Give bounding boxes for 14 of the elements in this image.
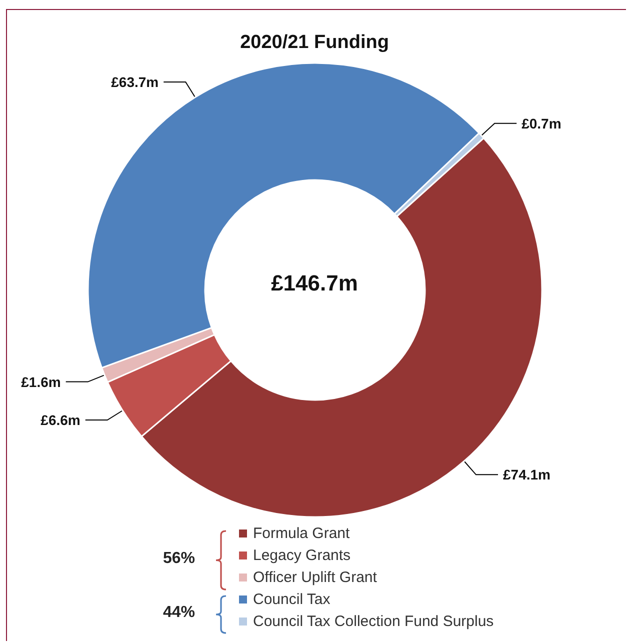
legend-label: Council Tax (253, 591, 331, 608)
data-label: £1.6m (21, 374, 61, 390)
text: 44% (163, 604, 196, 622)
legend-label: Officer Uplift Grant (253, 569, 378, 586)
chart-title: 2020/21 Funding (240, 32, 389, 53)
text: £146.7m (271, 270, 358, 296)
legend-label: Legacy Grants (253, 547, 351, 564)
data-label: £74.1m (502, 466, 550, 483)
data-label: £0.7m (522, 115, 562, 132)
text: 56% (163, 550, 196, 568)
data-label: £6.6m (40, 412, 80, 428)
legend-label: Council Tax Collection Fund Surplus (253, 613, 494, 630)
legend-label: Formula Grant (253, 525, 351, 542)
data-label: £63.7m (111, 74, 159, 90)
